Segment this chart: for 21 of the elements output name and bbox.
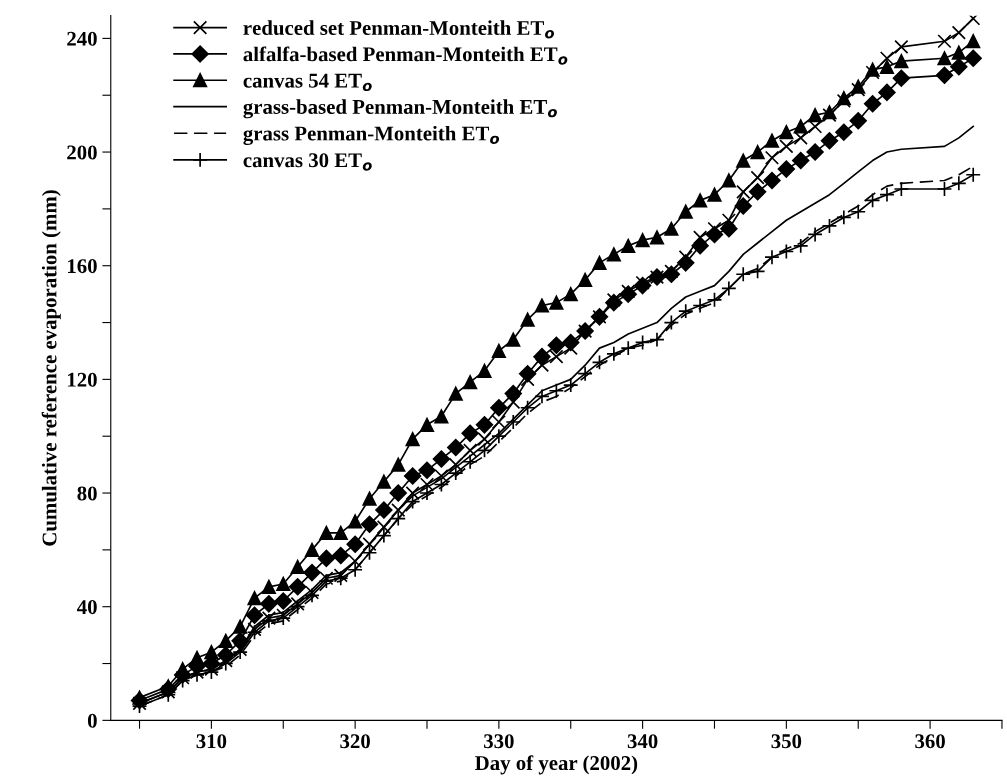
x-axis-title: Day of year (2002) <box>475 755 638 775</box>
legend-label: canvas 54 ET$_{o}$ <box>243 73 372 92</box>
y-tick-label: 120 <box>68 372 97 387</box>
x-tick-label: 320 <box>340 734 370 749</box>
y-tick-label: 0 <box>87 713 97 728</box>
y-axis-title: Cumulative reference evaporation (mm) <box>41 190 61 546</box>
x-tick-label: 330 <box>484 734 514 749</box>
y-tick-label: 200 <box>67 145 97 160</box>
y-tick-label: 160 <box>68 259 97 274</box>
legend-label: canvas 30 ET$_{o}$ <box>243 153 372 171</box>
x-tick-label: 340 <box>627 734 658 749</box>
legend-label: alfalfa-based Penman-Monteith ET$_{o}$ <box>243 46 568 65</box>
x-tick-label: 310 <box>196 734 227 749</box>
y-tick-label: 40 <box>77 600 97 615</box>
legend-label: reduced set Penman-Monteith ET$_{o}$ <box>243 20 554 39</box>
x-tick-label: 350 <box>771 734 802 749</box>
legend-label: grass Penman-Monteith ET$_{o}$ <box>243 125 500 145</box>
y-tick-label: 80 <box>77 486 97 501</box>
x-tick-label: 360 <box>915 734 945 749</box>
legend-label: grass-based Penman-Monteith ET$_{o}$ <box>243 99 557 119</box>
y-tick-label: 240 <box>67 31 97 46</box>
